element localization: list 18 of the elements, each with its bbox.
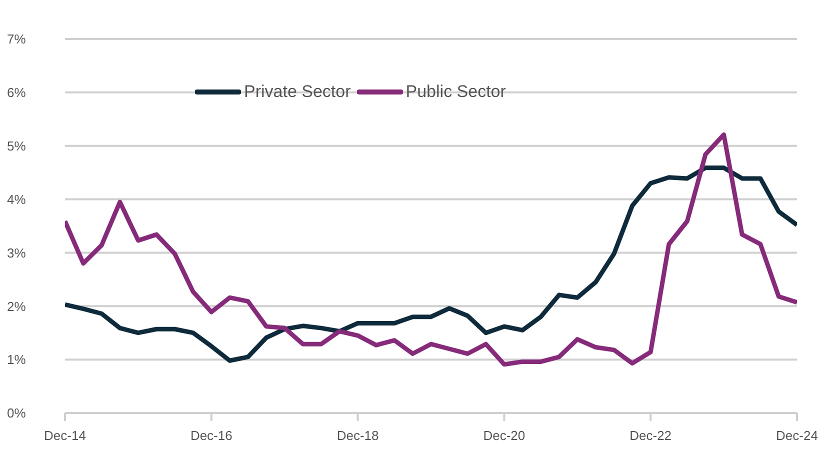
line-series — [65, 132, 797, 367]
y-tick-label: 3% — [7, 245, 26, 260]
y-tick-label: 2% — [7, 298, 26, 314]
y-tick-label: 4% — [7, 192, 26, 207]
x-tick-label: Dec-24 — [776, 428, 818, 444]
x-tick-label: Dec-14 — [44, 428, 86, 444]
legend-label: Public Sector — [406, 82, 506, 102]
legend-label: Private Sector — [244, 82, 351, 102]
y-tick-label: 6% — [7, 85, 26, 100]
y-tick-label: 7% — [7, 32, 26, 47]
x-tick-label: Dec-16 — [190, 428, 232, 444]
y-tick-label: 0% — [7, 406, 26, 421]
x-tick-label: Dec-18 — [336, 428, 379, 444]
x-tick-label: Dec-22 — [630, 428, 672, 444]
x-tick-label: Dec-20 — [483, 428, 526, 444]
y-tick-label: 1% — [7, 352, 26, 368]
y-tick-label: 5% — [7, 138, 26, 154]
line-series — [65, 166, 797, 363]
